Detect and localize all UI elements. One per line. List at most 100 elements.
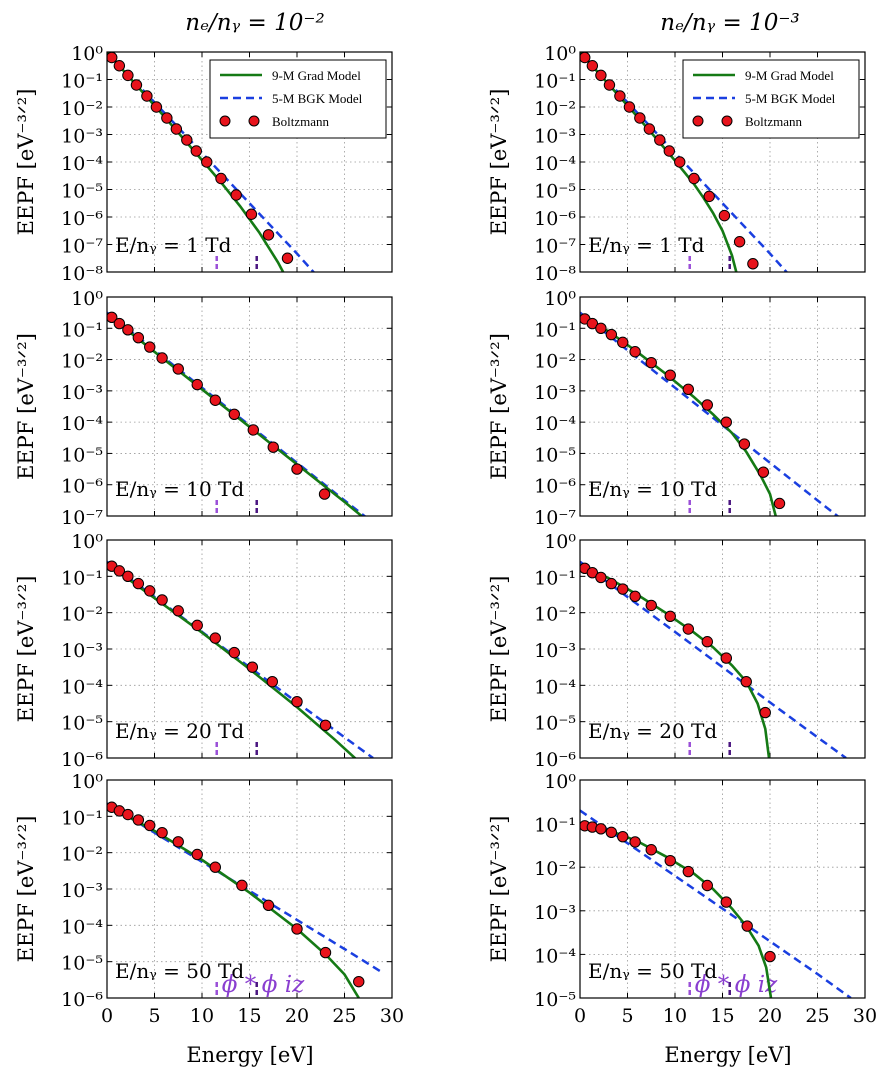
- panel-0-1: 10⁰ 10⁻¹ 10⁻² 10⁻³ 10⁻⁴ 10⁻⁵ 10⁻⁶ 10⁻⁷ 10⁻⁸ EEPF …: [487, 43, 866, 285]
- legend-bgk-label: 5-M BGK Model: [745, 91, 836, 106]
- boltzmann-point: [718, 209, 731, 222]
- legend-boltz-marker: [721, 115, 733, 127]
- curves: [107, 801, 384, 998]
- x-ticks: 0 5 10 15 20 25 30: [574, 780, 877, 1027]
- panel-label: E/nᵧ = 10 Td: [115, 477, 244, 501]
- boltzmann-point: [209, 394, 222, 406]
- y-axis-label: EEPF [eV⁻³ᐟ²]: [487, 333, 511, 480]
- boltzmann-point: [664, 369, 676, 381]
- boltzmann-point: [191, 848, 203, 861]
- x-tick-label: 25: [332, 1005, 356, 1027]
- y-tick-label: 10⁻²: [61, 604, 103, 626]
- x-tick-label: 0: [574, 1005, 586, 1027]
- y-tick-label: 10⁻¹: [534, 567, 576, 589]
- boltzmann-point: [107, 52, 118, 64]
- boltzmann-point: [643, 123, 656, 135]
- panel-2-1: 10⁰ 10⁻¹ 10⁻² 10⁻³ 10⁻⁴ 10⁻⁵ 10⁻⁶ EEPF [eV⁻³ᐟ²]…: [487, 531, 866, 771]
- boltzmann-point: [172, 363, 184, 375]
- x-ticks: 0 5 10 15 20 25 30: [101, 780, 404, 1027]
- boltzmann-point: [733, 236, 746, 248]
- y-tick-label: 10⁰: [544, 288, 576, 310]
- boltzmann-point: [281, 252, 294, 264]
- y-tick-label: 10⁻⁶: [534, 749, 576, 771]
- boltzmann-point: [266, 676, 278, 688]
- y-tick-labels: 10⁰ 10⁻¹ 10⁻² 10⁻³ 10⁻⁴ 10⁻⁵ 10⁻⁶ 10⁻⁷: [61, 288, 392, 529]
- boltzmann-point: [773, 497, 786, 510]
- y-tick-label: 10⁻⁷: [534, 507, 576, 529]
- boltzmann-point: [262, 899, 275, 912]
- boltzmann-point: [741, 920, 753, 932]
- y-tick-label: 10⁻⁶: [61, 749, 103, 771]
- curves: [580, 52, 789, 272]
- boltzmann-point: [245, 208, 258, 220]
- grid: [107, 540, 392, 758]
- legend: 9-M Grad Model 5-M BGK Model Boltzmann: [209, 59, 387, 139]
- y-tick-label: 10⁻³: [61, 640, 103, 662]
- curves: [107, 52, 316, 272]
- panel-label: E/nᵧ = 1 Td: [588, 233, 705, 257]
- y-tick-label: 10⁻⁴: [61, 413, 103, 435]
- boltzmann-point: [291, 923, 303, 935]
- y-tick-label: 10⁻⁶: [534, 208, 576, 230]
- legend-bgk-label: 5-M BGK Model: [272, 91, 363, 106]
- boltzmann-point: [319, 719, 332, 731]
- boltzmann-point: [156, 826, 168, 839]
- x-tick-label: 20: [758, 1005, 782, 1027]
- boltzmann-point: [720, 896, 732, 908]
- y-tick-label: 10⁻⁵: [61, 181, 103, 203]
- y-axis-label: EEPF [eV⁻³ᐟ²]: [14, 89, 38, 236]
- y-tick-label: 10⁻⁷: [61, 507, 103, 529]
- boltzmann-point: [617, 336, 629, 349]
- y-axis-label: EEPF [eV⁻³ᐟ²]: [487, 576, 511, 723]
- panel-2-0: 10⁰ 10⁻¹ 10⁻² 10⁻³ 10⁻⁴ 10⁻⁵ 10⁻⁶ EEPF [eV⁻³ᐟ²]…: [14, 531, 393, 771]
- boltzmann-point: [209, 632, 222, 644]
- boltzmann-point: [201, 156, 213, 168]
- y-tick-label: 10⁻⁴: [61, 153, 103, 175]
- boltzmann-point: [190, 145, 203, 157]
- x-tick-label: 15: [237, 1005, 261, 1027]
- plot-frame: [579, 51, 866, 273]
- boltzmann-point: [172, 836, 184, 848]
- y-axis-label: EEPF [eV⁻³ᐟ²]: [487, 816, 511, 963]
- boltzmann-point: [595, 322, 607, 334]
- x-tick-label: 10: [663, 1005, 687, 1027]
- boltzmann-point: [595, 69, 607, 82]
- y-tick-label: 10⁻⁵: [534, 713, 576, 735]
- y-tick-label: 10⁻³: [534, 640, 576, 662]
- grid: [580, 540, 865, 758]
- boltzmann-point: [603, 79, 616, 91]
- boltzmann-point: [682, 623, 694, 635]
- phi-star-label: ϕ *: [222, 972, 257, 998]
- y-tick-label: 10⁻¹: [61, 567, 103, 589]
- col-title-right: nₑ/nᵧ = 10⁻³: [660, 10, 799, 36]
- boltzmann-point: [191, 619, 203, 632]
- y-tick-label: 10⁰: [71, 43, 103, 65]
- y-tick-label: 10⁰: [71, 531, 103, 553]
- x-tick-label: 30: [380, 1005, 404, 1027]
- grid: [107, 297, 392, 516]
- x-tick-label: 30: [853, 1005, 877, 1027]
- x-tick-label: 25: [805, 1005, 829, 1027]
- boltzmann-point: [674, 156, 686, 168]
- plot-frame: [106, 779, 393, 999]
- y-tick-labels: 10⁰ 10⁻¹ 10⁻² 10⁻³ 10⁻⁴ 10⁻⁵ 10⁻⁶: [534, 531, 865, 771]
- grid: [580, 297, 865, 516]
- y-tick-label: 10⁻³: [61, 382, 103, 404]
- x-tick-label: 15: [710, 1005, 734, 1027]
- boltzmann-point: [156, 352, 168, 364]
- y-tick-label: 10⁻²: [61, 844, 103, 866]
- boltzmann-point: [688, 172, 700, 185]
- y-tick-label: 10⁰: [71, 288, 103, 310]
- boltzmann-point: [663, 145, 675, 157]
- panel-label: E/nᵧ = 1 Td: [115, 233, 232, 257]
- panel-label: E/nᵧ = 20 Td: [588, 719, 717, 743]
- boltzmann-point: [144, 585, 156, 597]
- boltzmann-point: [215, 172, 227, 185]
- y-tick-label: 10⁰: [544, 771, 576, 793]
- y-tick-label: 10⁰: [544, 43, 576, 65]
- x-tick-label: 5: [621, 1005, 633, 1027]
- boltzmann-point: [605, 826, 618, 839]
- y-tick-label: 10⁻⁵: [534, 444, 576, 466]
- threshold-markers: ϕ * ϕ iz: [215, 972, 305, 998]
